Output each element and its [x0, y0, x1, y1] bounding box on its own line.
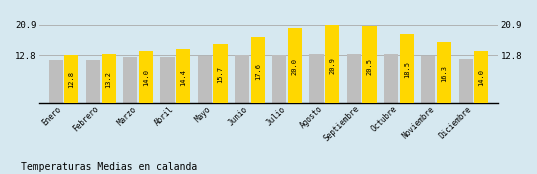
Bar	[400, 34, 414, 103]
Bar	[86, 60, 100, 103]
Text: 16.3: 16.3	[441, 65, 447, 82]
Bar	[309, 54, 324, 103]
Text: 20.9: 20.9	[329, 57, 335, 74]
Bar	[325, 25, 339, 103]
Bar	[176, 49, 190, 103]
Text: 15.7: 15.7	[217, 66, 223, 83]
Bar	[272, 55, 286, 103]
Bar	[198, 56, 212, 103]
Bar	[161, 57, 175, 103]
Bar	[213, 44, 228, 103]
Text: 12.8: 12.8	[68, 71, 74, 88]
Bar	[123, 57, 137, 103]
Bar	[459, 59, 473, 103]
Bar	[384, 54, 398, 103]
Text: 13.2: 13.2	[106, 71, 112, 88]
Bar	[48, 60, 63, 103]
Text: 14.4: 14.4	[180, 69, 186, 86]
Text: 18.5: 18.5	[404, 61, 410, 78]
Text: Temperaturas Medias en calanda: Temperaturas Medias en calanda	[21, 162, 198, 172]
Bar	[288, 28, 302, 103]
Text: 14.0: 14.0	[143, 69, 149, 86]
Bar	[437, 42, 451, 103]
Text: 17.6: 17.6	[255, 63, 260, 80]
Bar	[347, 54, 361, 103]
Bar	[362, 26, 376, 103]
Bar	[251, 37, 265, 103]
Bar	[139, 50, 153, 103]
Bar	[64, 55, 78, 103]
Text: 14.0: 14.0	[478, 69, 484, 86]
Bar	[101, 54, 115, 103]
Text: 20.0: 20.0	[292, 58, 298, 76]
Bar	[235, 55, 249, 103]
Bar	[422, 56, 436, 103]
Text: 20.5: 20.5	[367, 58, 373, 75]
Bar	[474, 50, 489, 103]
